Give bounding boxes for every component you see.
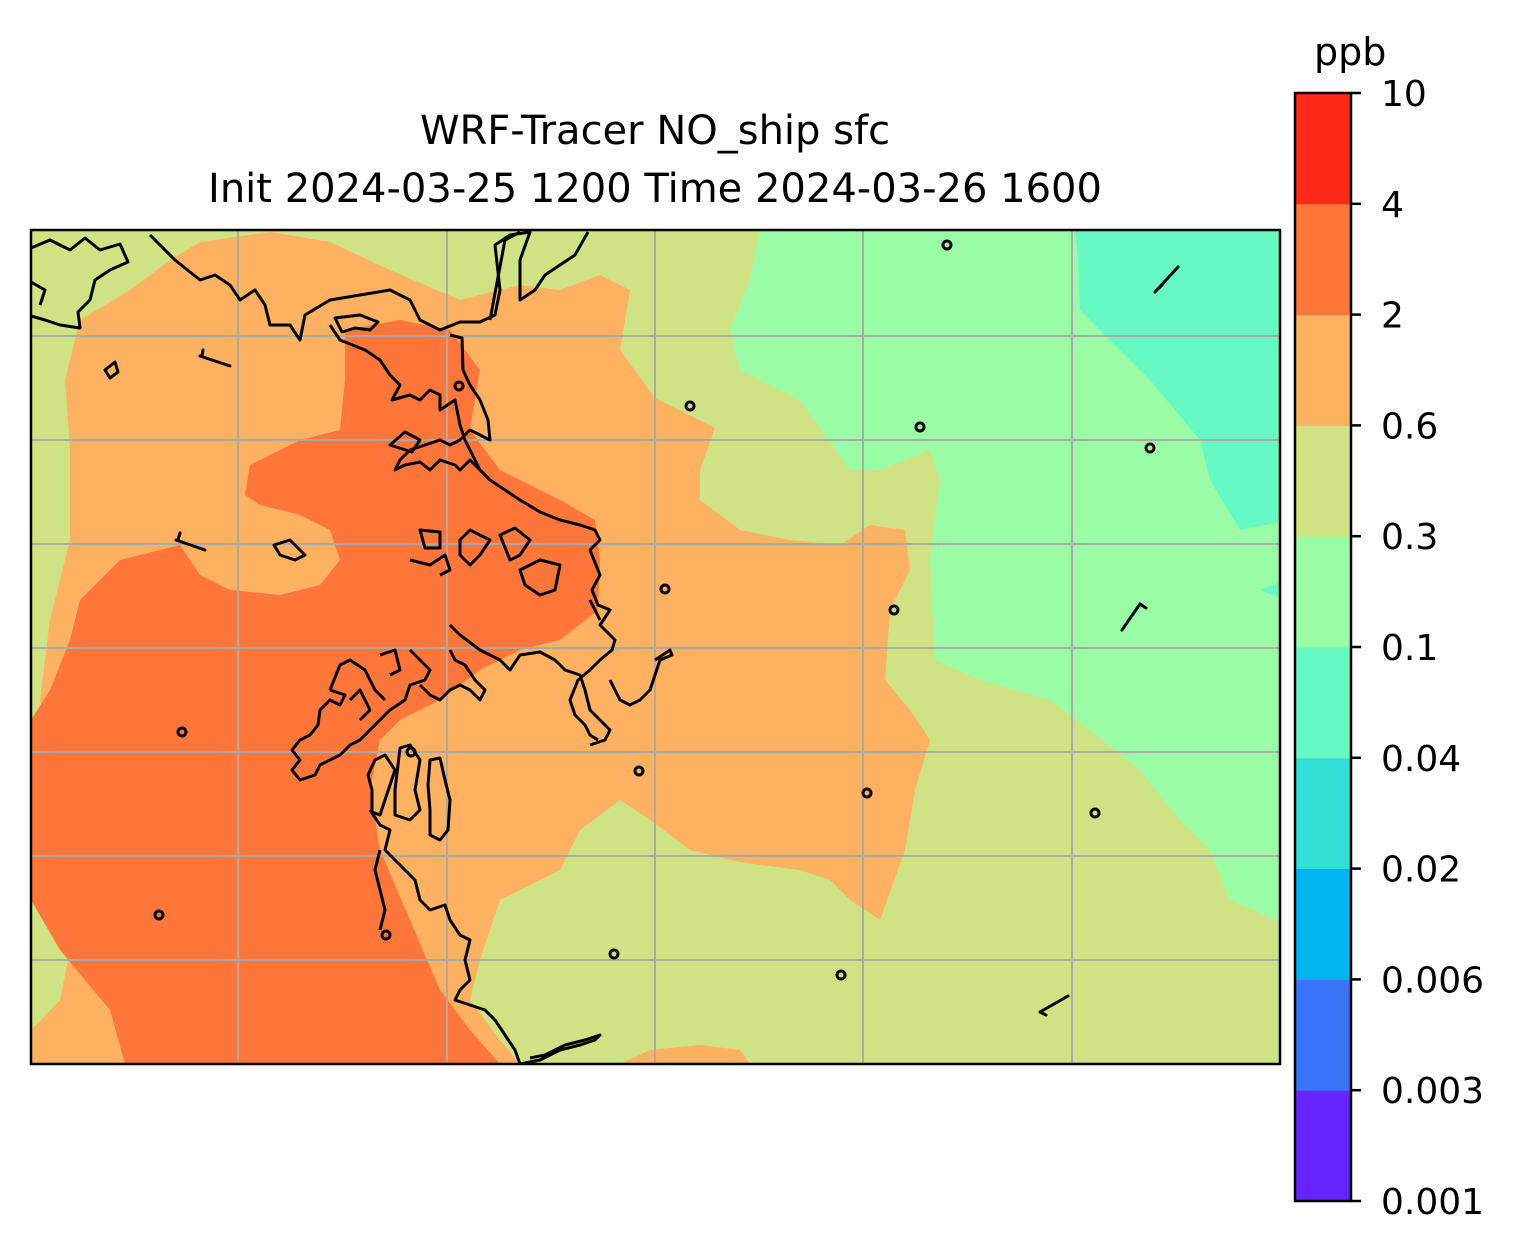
colorbar-segment: [1295, 93, 1351, 204]
colorbar-segment: [1295, 979, 1351, 1090]
colorbar-segment: [1295, 647, 1351, 758]
colorbar-tick-label: 0.1: [1381, 628, 1438, 669]
colorbar-tick-label: 0.003: [1381, 1071, 1484, 1112]
colorbar-segment: [1295, 869, 1351, 980]
colorbar-tick-label: 0.006: [1381, 960, 1484, 1001]
colorbar-tick-label: 0.001: [1381, 1182, 1484, 1223]
colorbar-segment: [1295, 536, 1351, 647]
colorbar-tick-label: 0.6: [1381, 406, 1438, 447]
colorbar-segment: [1295, 425, 1351, 536]
colorbar-tick-label: 4: [1381, 185, 1404, 226]
colorbar-segment: [1295, 315, 1351, 426]
colorbar-segment: [1295, 204, 1351, 315]
colorbar-tick-label: 0.04: [1381, 739, 1461, 780]
colorbar-segment: [1295, 758, 1351, 869]
colorbar-segment: [1295, 1090, 1351, 1201]
colorbar-tick-label: 2: [1381, 296, 1404, 337]
colorbar-tick-label: 0.02: [1381, 850, 1461, 891]
colorbar-tick-label: 10: [1381, 74, 1427, 115]
colorbar-tick-label: 0.3: [1381, 517, 1438, 558]
